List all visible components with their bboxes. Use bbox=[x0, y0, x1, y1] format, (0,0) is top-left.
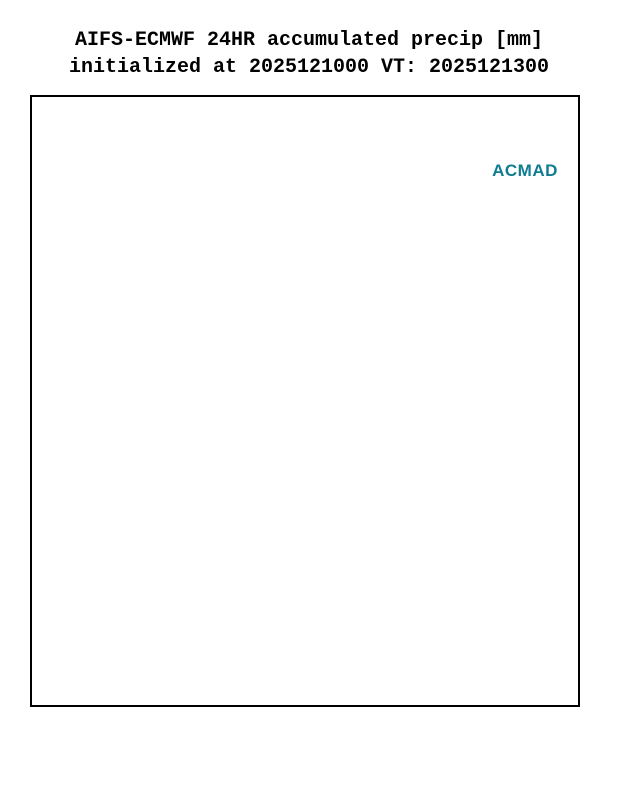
colorbar bbox=[59, 741, 559, 777]
map-area: ACMAD bbox=[30, 95, 580, 707]
chart-title-line2: initialized at 2025121000 VT: 2025121300 bbox=[68, 56, 550, 79]
acmad-logo: ACMAD bbox=[473, 98, 577, 195]
acmad-logo-text: ACMAD bbox=[492, 161, 558, 180]
chart-title: AIFS-ECMWF 24HR accumulated precip [mm] … bbox=[0, 27, 618, 81]
chart-title-line1: AIFS-ECMWF 24HR accumulated precip [mm] bbox=[74, 29, 544, 52]
